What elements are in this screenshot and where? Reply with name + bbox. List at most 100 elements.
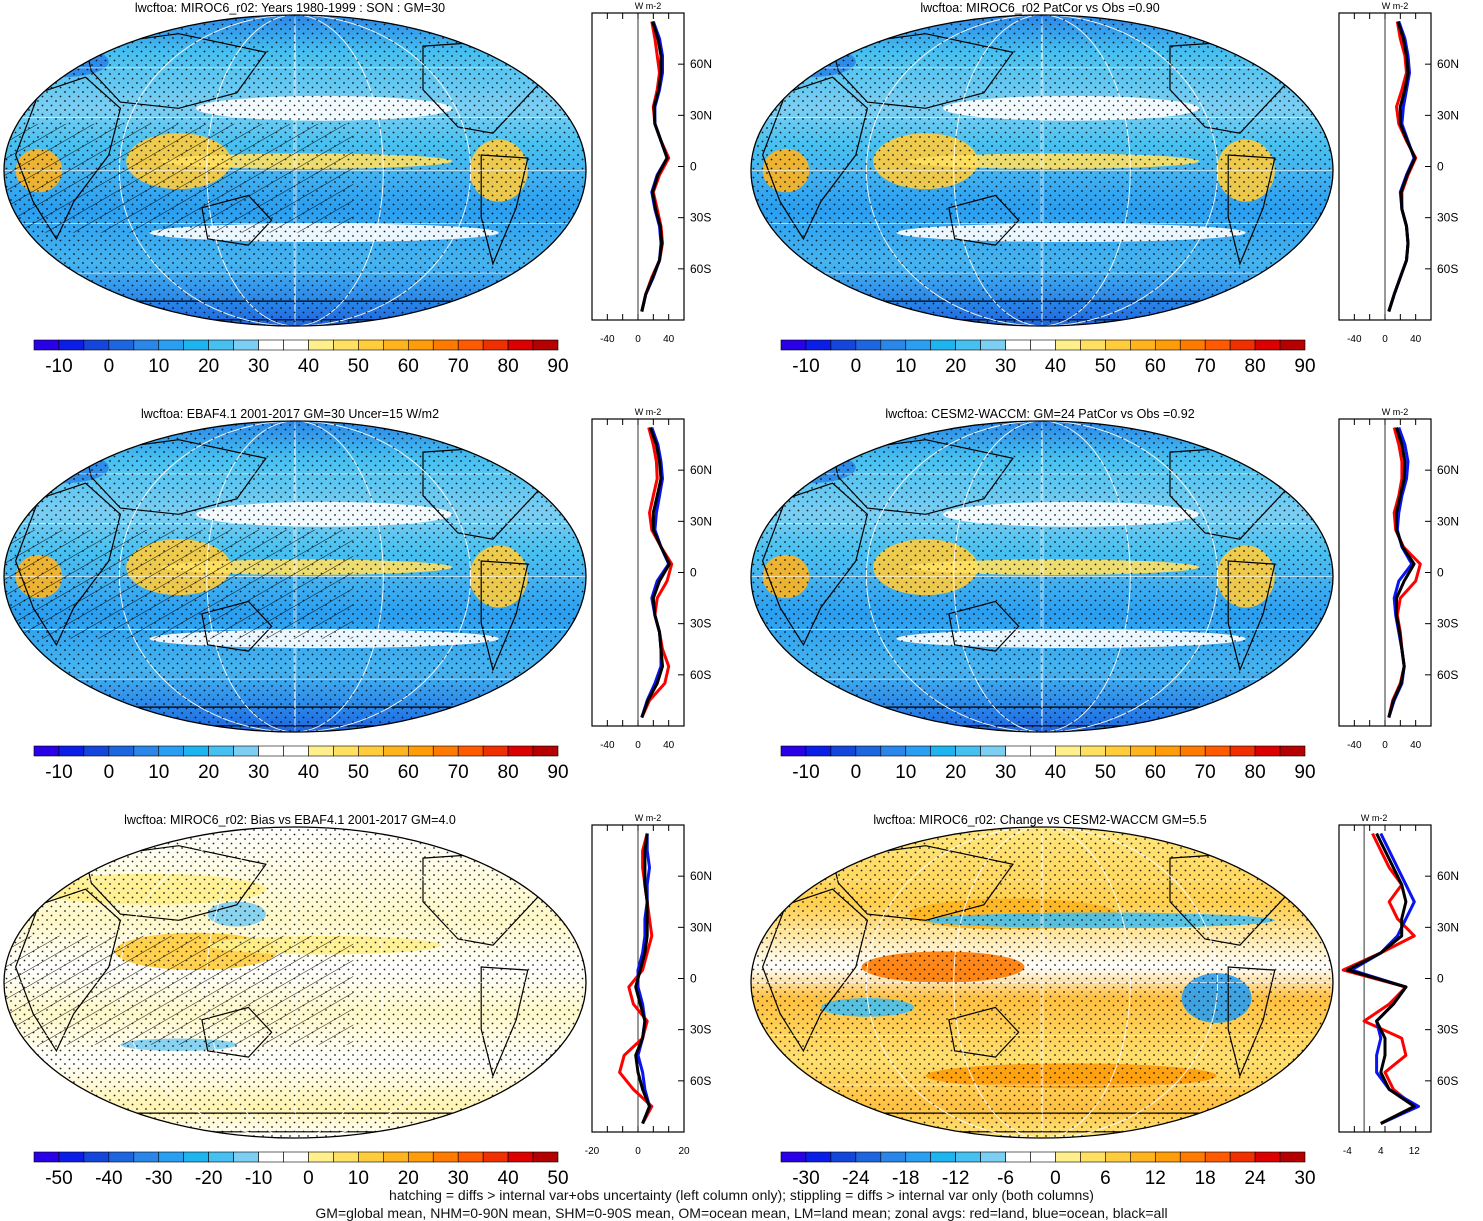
colorbar-tick-label: 90	[547, 356, 568, 377]
colorbar-tick-label: 80	[1245, 356, 1266, 377]
colorbar-box-16	[432, 339, 459, 351]
colorbar-box-3	[108, 745, 135, 757]
colorbar-box-4	[880, 1151, 907, 1163]
colorbar-tick-label: 70	[1195, 356, 1216, 377]
colorbar-box-3	[108, 339, 135, 351]
colorbar-box-10	[1030, 339, 1056, 351]
colorbar-box-9	[1005, 745, 1031, 757]
colorbar-box-9	[1005, 1151, 1031, 1163]
colorbar-box-1	[805, 1151, 832, 1163]
colorbar-tick-label: 60	[398, 762, 419, 783]
zonal-lat-label: 30S	[690, 211, 711, 225]
colorbar-box-12	[1080, 745, 1106, 757]
zonal-series-black	[640, 21, 669, 312]
zonal-unit-label: W m-2	[1361, 813, 1388, 823]
zonal-lat-label: 30S	[1437, 211, 1458, 225]
colorbar-tick-label: 30	[1294, 1168, 1315, 1189]
panel-title-2: lwcftoa: EBAF4.1 2001-2017 GM=30 Uncer=1…	[140, 407, 440, 421]
map-border	[750, 826, 1334, 1139]
colorbar-box-18	[1229, 745, 1256, 757]
colorbar-tick-label: -12	[942, 1168, 969, 1189]
zonal-lat-label: 0	[690, 972, 697, 986]
zonal-series-black	[1387, 427, 1416, 718]
colorbar-box-5	[905, 339, 932, 351]
zonal-lat-label: 60S	[690, 262, 711, 276]
colorbar-box-5	[158, 1151, 185, 1163]
zonal-x-tick-label: 40	[1410, 740, 1422, 751]
colorbar-tick-label: 10	[348, 1168, 369, 1189]
colorbar-tick-label: -30	[792, 1168, 819, 1189]
colorbar-box-20	[532, 745, 559, 757]
colorbar-box-2	[83, 1151, 110, 1163]
zonal-x-tick-label: 0	[635, 1146, 641, 1157]
stippling-overlay	[751, 15, 1333, 326]
colorbar-tick-label: 40	[498, 1168, 519, 1189]
colorbar-box-6	[930, 339, 956, 351]
colorbar-box-11	[308, 745, 334, 757]
map-panel-1	[751, 15, 1333, 326]
colorbar-box-8	[980, 339, 1006, 351]
colorbar-box-0	[33, 1151, 60, 1163]
zonal-unit-label: W m-2	[1382, 1, 1409, 11]
colorbar-box-2	[830, 339, 857, 351]
colorbar-tick-label: 0	[104, 762, 115, 783]
zonal-lat-label: 30N	[1437, 514, 1459, 528]
colorbar-box-5	[158, 745, 185, 757]
zonal-x-tick-label: -40	[600, 334, 615, 345]
colorbar-tick-label: 20	[398, 1168, 419, 1189]
colorbar-box-6	[930, 745, 956, 757]
zonal-x-tick-label: 0	[635, 334, 641, 345]
colorbar-tick-label: -10	[792, 762, 819, 783]
zonal-lat-label: 30N	[1437, 108, 1459, 122]
panel-title-5: lwcftoa: MIROC6_r02: Change vs CESM2-WAC…	[873, 813, 1207, 827]
colorbar-tick-label: 30	[995, 356, 1016, 377]
colorbar-box-12	[1080, 1151, 1106, 1163]
colorbar-tick-label: 0	[851, 356, 862, 377]
colorbar-tick-label: 24	[1245, 1168, 1267, 1189]
colorbar-box-0	[780, 1151, 807, 1163]
footer-line-1: hatching = diffs > internal var+obs unce…	[389, 1187, 1094, 1203]
colorbar-box-1	[58, 1151, 85, 1163]
colorbar-box-7	[955, 339, 981, 351]
colorbar-tick-label: 70	[448, 356, 469, 377]
zonal-series-black	[640, 426, 671, 719]
panel-title-1: lwcftoa: MIROC6_r02 PatCor vs Obs =0.90	[920, 1, 1160, 15]
colorbar-box-19	[1254, 1151, 1281, 1163]
colorbar-box-14	[1130, 339, 1156, 351]
colorbar-tick-label: 30	[248, 356, 269, 377]
colorbar-tick-label: -10	[245, 1168, 272, 1189]
colorbar-box-11	[308, 1151, 334, 1163]
colorbar-box-19	[507, 745, 534, 757]
colorbar-box-18	[1229, 339, 1256, 351]
colorbar-tick-label: 70	[1195, 762, 1216, 783]
colorbar-box-5	[905, 1151, 932, 1163]
colorbar-tick-label: -40	[95, 1168, 122, 1189]
colorbar-tick-label: 18	[1195, 1168, 1216, 1189]
colorbar-tick-label: 90	[547, 762, 568, 783]
colorbar-box-1	[805, 745, 832, 757]
colorbar-tick-label: 40	[298, 356, 319, 377]
zonal-lat-label: 60N	[1437, 869, 1459, 883]
colorbar-tick-label: -10	[45, 762, 72, 783]
zonal-lat-label: 30S	[690, 1023, 711, 1037]
map-border	[3, 420, 587, 733]
zonal-x-tick-label: 40	[663, 334, 675, 345]
colorbar-box-13	[358, 1151, 384, 1163]
colorbar-box-0	[780, 339, 807, 351]
colorbar-box-11	[308, 339, 334, 351]
colorbar-box-0	[780, 745, 807, 757]
zonal-lat-label: 60S	[1437, 262, 1458, 276]
colorbar-box-8	[233, 339, 259, 351]
colorbar-box-6	[183, 1151, 209, 1163]
colorbar-box-16	[432, 1151, 459, 1163]
colorbar-box-6	[183, 339, 209, 351]
map-panel-2	[4, 421, 586, 732]
colorbar-tick-label: 90	[1294, 356, 1315, 377]
zonal-x-tick-label: -40	[600, 740, 615, 751]
colorbar-tick-label: 80	[1245, 762, 1266, 783]
hatching-overlay	[4, 123, 354, 233]
colorbar-tick-label: -10	[45, 356, 72, 377]
colorbar-box-11	[1055, 745, 1081, 757]
colorbar-tick-label: 50	[547, 1168, 568, 1189]
colorbar-box-12	[333, 339, 359, 351]
